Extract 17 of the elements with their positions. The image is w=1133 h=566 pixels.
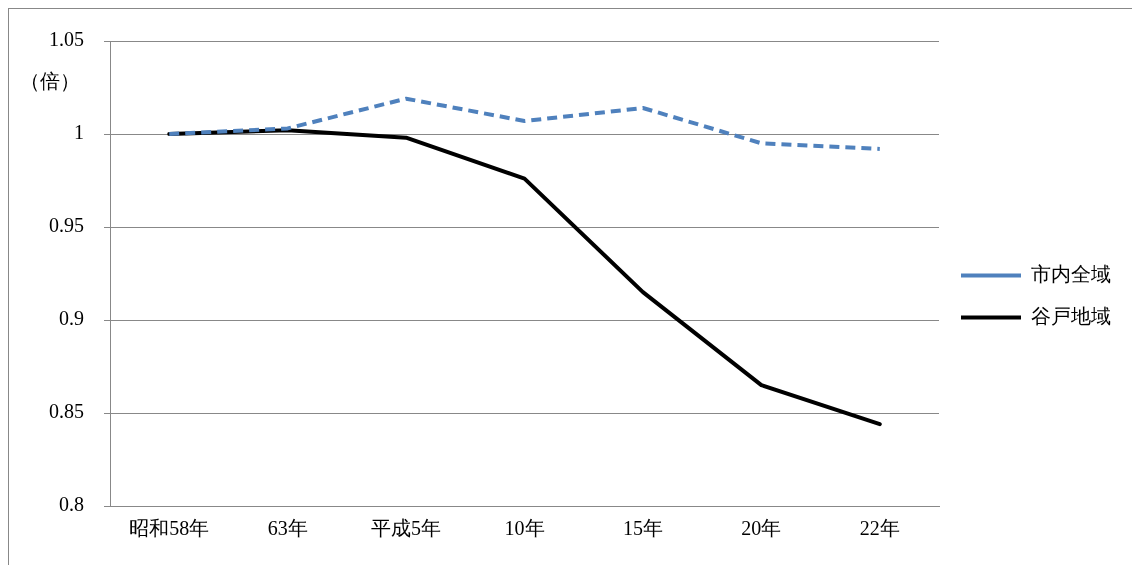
x-tick-label: 22年 xyxy=(859,517,900,540)
x-tick-label: 平成5年 xyxy=(371,517,442,540)
legend-label: 谷戸地域 xyxy=(1031,304,1111,327)
y-axis-title: （倍） xyxy=(20,70,80,93)
x-tick-label: 昭和58年 xyxy=(129,517,210,540)
y-tick-label: 1.05 xyxy=(49,28,84,51)
y-tick-label: 0.9 xyxy=(59,307,84,330)
y-tick-label: 0.8 xyxy=(59,493,84,516)
y-tick-label: 1 xyxy=(74,121,84,144)
x-tick-label: 63年 xyxy=(267,517,308,540)
x-tick-label: 10年 xyxy=(504,517,545,540)
line-series xyxy=(167,96,882,151)
y-tick-label: 0.95 xyxy=(49,214,84,237)
y-tick-label: 0.85 xyxy=(49,400,84,423)
legend-label: 市内全域 xyxy=(1031,262,1111,285)
x-tick-label: 20年 xyxy=(741,517,782,540)
x-tick-label: 15年 xyxy=(622,517,663,540)
